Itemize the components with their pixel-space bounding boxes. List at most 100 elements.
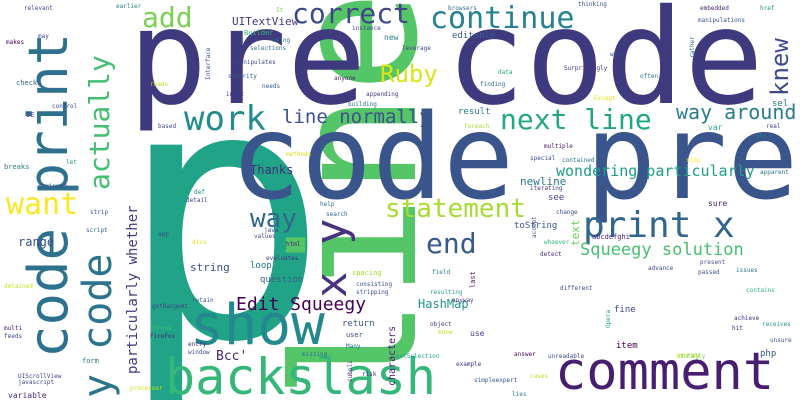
cloud-word: particularly whether bbox=[125, 205, 141, 374]
cloud-word: subeli bbox=[347, 360, 354, 382]
cloud-word: iterating bbox=[530, 185, 563, 192]
cloud-word: selections bbox=[250, 45, 287, 52]
cloud-word: last bbox=[469, 271, 477, 288]
cloud-word: advance bbox=[648, 265, 674, 272]
cloud-word: href bbox=[760, 5, 775, 12]
cloud-word: cases bbox=[530, 373, 549, 380]
cloud-word: way around bbox=[676, 100, 797, 124]
cloud-word: field bbox=[432, 269, 451, 276]
cloud-word: wondering particularly bbox=[556, 162, 755, 180]
cloud-word: retain bbox=[192, 297, 214, 304]
cloud-word: thinking bbox=[578, 1, 607, 8]
cloud-word: print x bbox=[583, 205, 735, 246]
cloud-word: getSelection bbox=[396, 353, 440, 360]
cloud-word: manipulations bbox=[698, 17, 745, 24]
cloud-word: needs bbox=[262, 83, 281, 90]
cloud-word: detect bbox=[540, 251, 562, 258]
cloud-word: want bbox=[6, 187, 79, 222]
cloud-word: help bbox=[320, 201, 335, 208]
cloud-word: fine bbox=[614, 305, 636, 315]
cloud-word: entry bbox=[188, 341, 207, 348]
cloud-word: var bbox=[708, 123, 723, 132]
cloud-word: end bbox=[426, 227, 477, 260]
cloud-word: spacing bbox=[352, 269, 382, 277]
cloud-word: Bcc' bbox=[216, 349, 248, 364]
cloud-word: result bbox=[458, 107, 491, 117]
cloud-word: control bbox=[52, 103, 78, 110]
cloud-word: using bbox=[272, 37, 291, 44]
cloud-word: Thanks bbox=[250, 163, 294, 177]
cloud-word: Interface bbox=[205, 47, 212, 80]
cloud-word: leverage bbox=[402, 45, 431, 52]
cloud-word: search bbox=[326, 211, 348, 218]
cloud-word: strip bbox=[90, 209, 109, 216]
cloud-word: sel bbox=[772, 99, 789, 109]
cloud-word: statement bbox=[385, 194, 526, 224]
cloud-word: line normally bbox=[282, 106, 431, 128]
cloud-word: p bbox=[118, 11, 329, 400]
cloud-word: stripping bbox=[356, 289, 389, 296]
cloud-word: newline bbox=[520, 175, 567, 188]
cloud-word: breaks bbox=[4, 163, 30, 171]
cloud-word: methods bbox=[286, 151, 312, 158]
cloud-word: continue bbox=[430, 1, 575, 36]
cloud-word: item bbox=[616, 341, 638, 351]
cloud-word: Chrome bbox=[150, 325, 172, 332]
cloud-word: makes bbox=[6, 39, 25, 46]
cloud-word: user bbox=[346, 331, 363, 339]
cloud-word: answer bbox=[514, 351, 536, 358]
cloud-word: browsers bbox=[448, 5, 477, 12]
cloud-word: Ruby bbox=[380, 60, 438, 88]
cloud-word: receives bbox=[762, 321, 791, 328]
cloud-word: array bbox=[676, 351, 701, 360]
cloud-word: simpleexpert bbox=[474, 377, 518, 384]
cloud-word: example bbox=[456, 361, 482, 368]
cloud-word: knew bbox=[766, 38, 794, 96]
cloud-word: javascript bbox=[18, 379, 55, 386]
cloud-word: way bbox=[250, 204, 297, 234]
cloud-word: reads bbox=[150, 81, 169, 88]
cloud-word: finding bbox=[480, 81, 506, 88]
cloud-word: Except bbox=[594, 95, 616, 102]
cloud-word: object bbox=[430, 321, 452, 328]
cloud-word: real bbox=[766, 123, 781, 130]
cloud-word: y code bbox=[75, 253, 121, 399]
cloud-word: sure bbox=[708, 199, 728, 208]
cloud-word: getRangeAt bbox=[152, 303, 189, 310]
cloud-word: Many bbox=[346, 343, 361, 350]
cloud-word: missing bbox=[302, 351, 328, 358]
cloud-word: lies bbox=[512, 391, 527, 398]
cloud-word: hit bbox=[732, 325, 743, 332]
cloud-word: Edit Squeegy bbox=[236, 294, 367, 315]
cloud-word: unsure bbox=[770, 337, 792, 344]
cloud-word: special bbox=[530, 155, 556, 162]
cloud-word: FireFox bbox=[150, 333, 176, 340]
cloud-word: multiple bbox=[544, 143, 573, 150]
cloud-word: app bbox=[158, 231, 169, 238]
cloud-word: backslash bbox=[165, 348, 436, 400]
cloud-word: security bbox=[228, 73, 257, 80]
cloud-word: characters bbox=[387, 325, 398, 386]
cloud-word: new bbox=[384, 33, 399, 42]
cloud-word: totally bbox=[680, 353, 706, 360]
cloud-word: text bbox=[569, 219, 582, 247]
cloud-word: anyone bbox=[334, 75, 356, 82]
cloud-word: will bbox=[610, 51, 625, 58]
cloud-word: detained bbox=[4, 283, 33, 290]
cloud-word: Surprisingly bbox=[564, 65, 608, 72]
cloud-word: Builder bbox=[244, 29, 274, 37]
cloud-word: stop bbox=[686, 157, 701, 164]
cloud-word: contained bbox=[562, 157, 595, 164]
cloud-word: html bbox=[286, 241, 301, 248]
cloud-word: based bbox=[158, 123, 177, 130]
cloud-word: php bbox=[760, 349, 777, 359]
cloud-word: correct bbox=[292, 0, 411, 30]
cloud-word: UIScrollView bbox=[18, 373, 62, 380]
cloud-word: string bbox=[190, 261, 230, 274]
cloud-word: achieve bbox=[734, 315, 760, 322]
cloud-word: whoever bbox=[544, 239, 570, 246]
cloud-word: loop bbox=[250, 261, 272, 271]
cloud-word: let bbox=[66, 159, 77, 166]
cloud-word: divs bbox=[192, 239, 207, 246]
cloud-word: embedded bbox=[700, 5, 729, 12]
